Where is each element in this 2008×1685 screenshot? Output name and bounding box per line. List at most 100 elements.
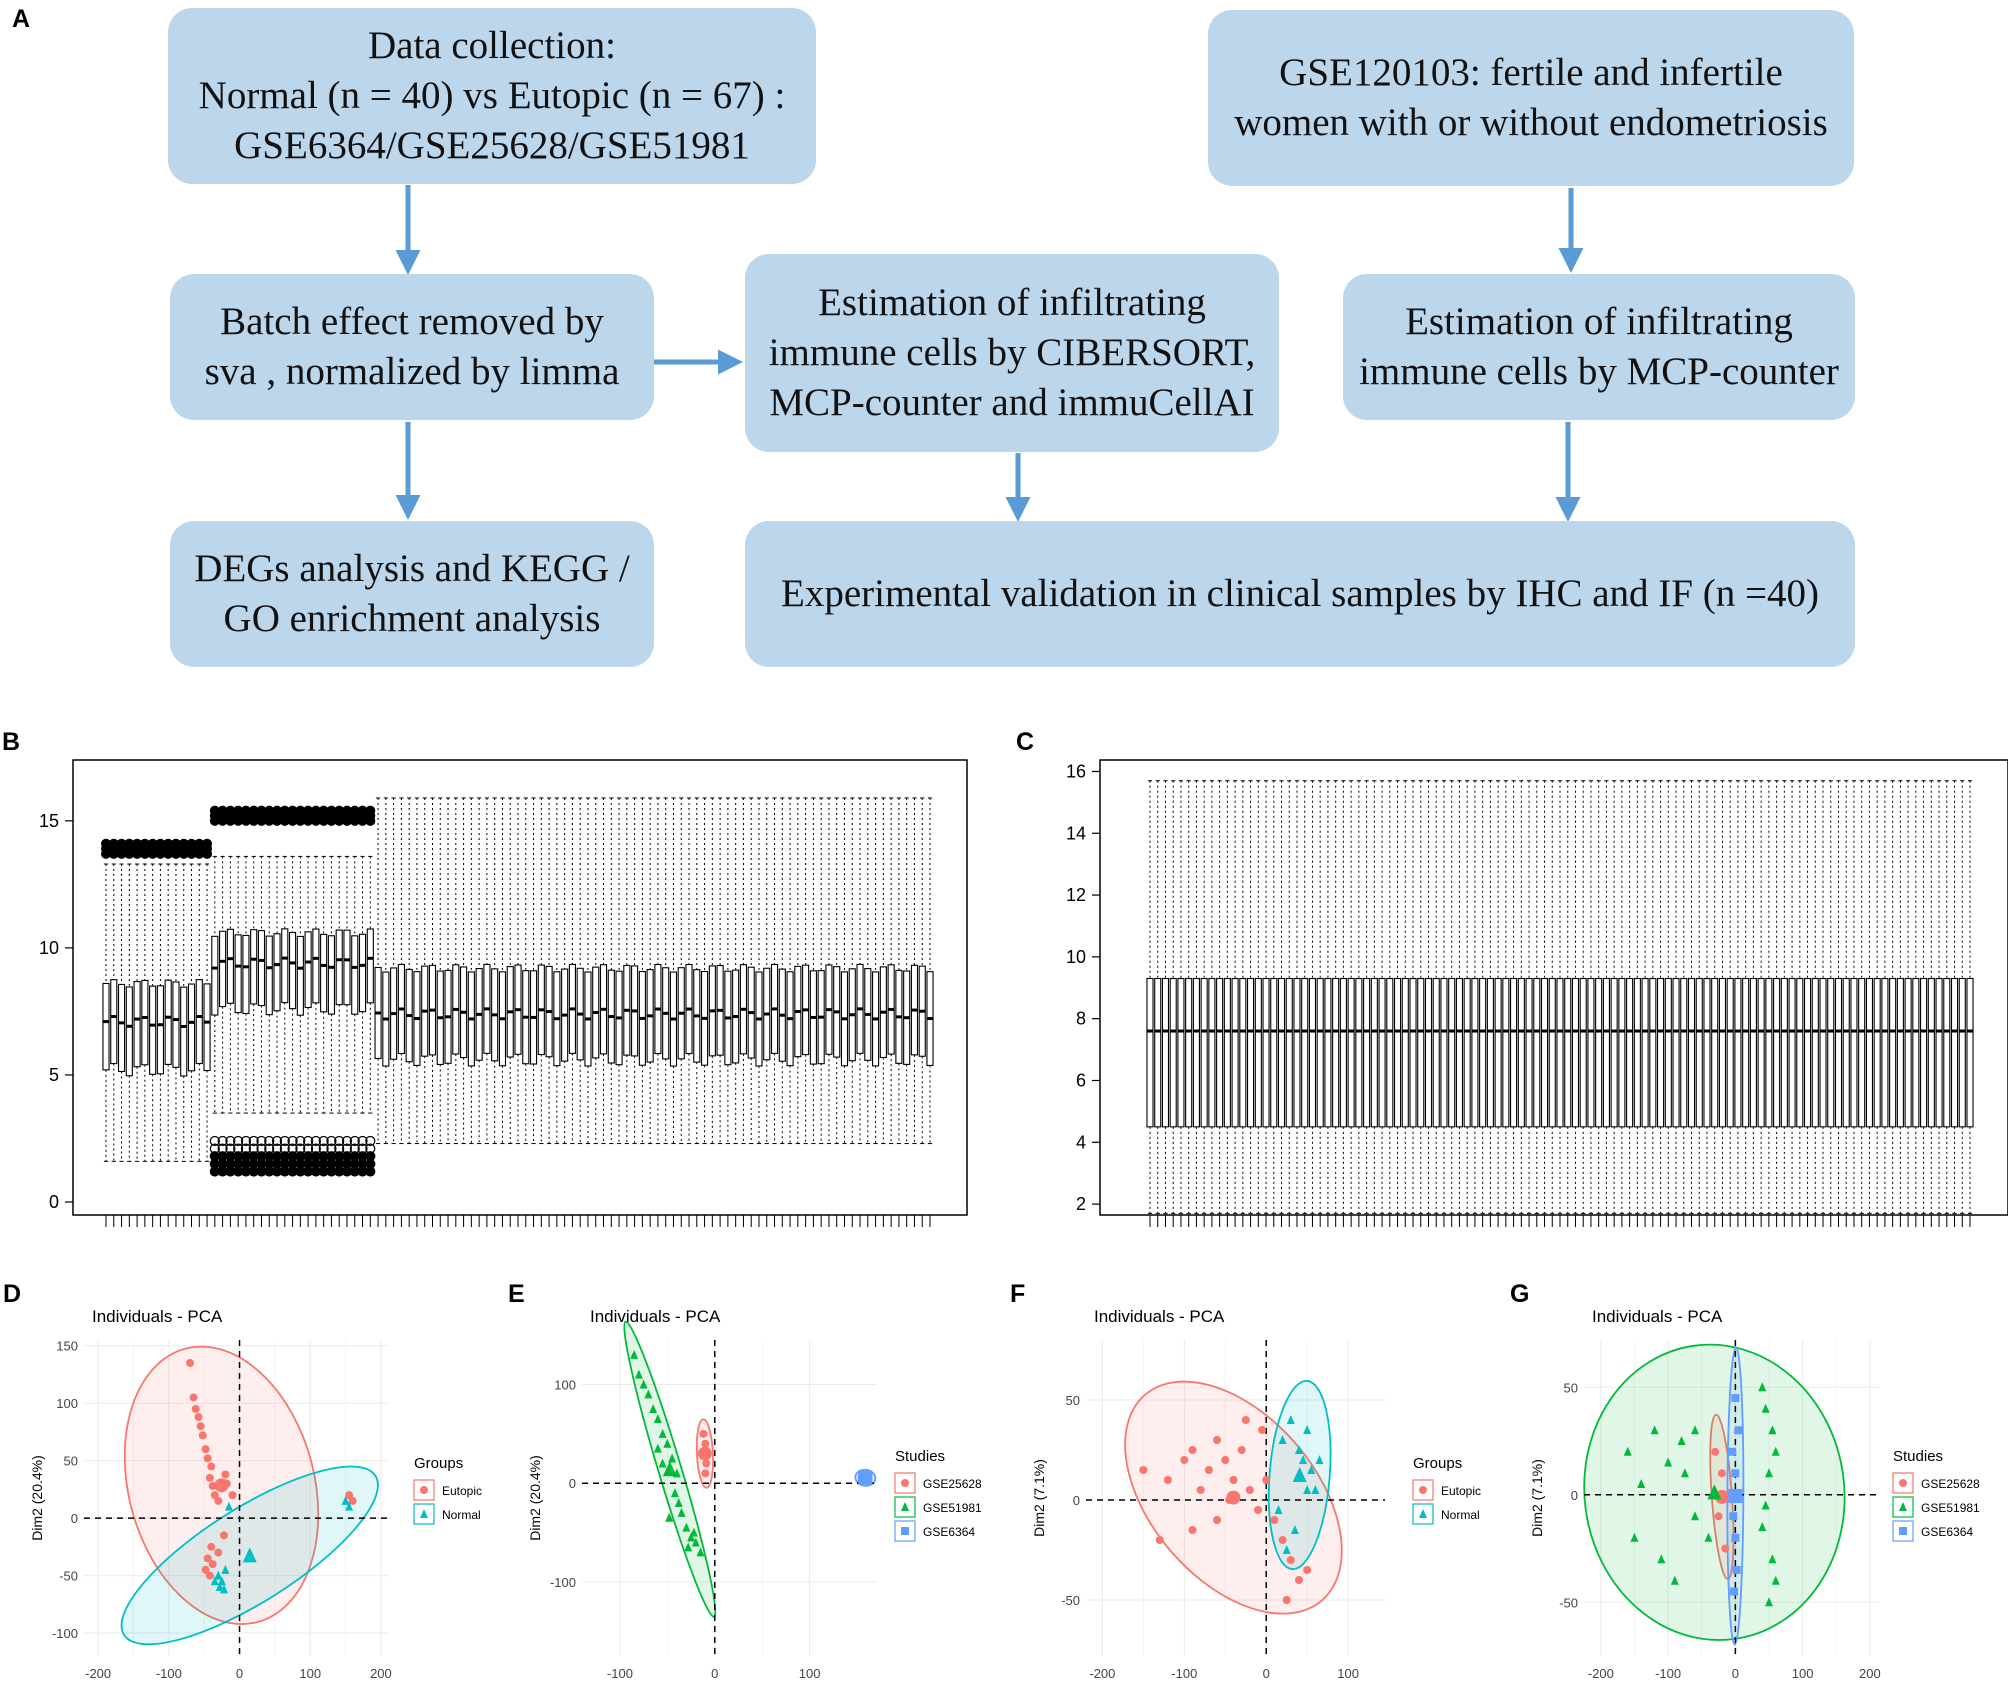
box-batch-effect-text: Batch effect removed by sva , normalized… [204, 300, 620, 393]
box [1417, 977, 1425, 1128]
legend-label: Eutopic [1441, 1484, 1481, 1498]
y-tick-label: 50 [1564, 1380, 1578, 1395]
box [1301, 977, 1309, 1128]
data-point [1731, 1469, 1740, 1478]
legend-marker [1899, 1527, 1907, 1535]
outlier-point [287, 1143, 298, 1154]
box [172, 981, 180, 1068]
y-tick-label: 50 [64, 1454, 78, 1469]
box [1510, 977, 1518, 1128]
data-point [1623, 1446, 1632, 1456]
box [1332, 977, 1340, 1128]
box [1540, 977, 1549, 1128]
y-tick-label: 100 [56, 1396, 78, 1411]
box [156, 985, 164, 1075]
y-tick-label: 150 [56, 1339, 78, 1354]
data-point [1664, 1457, 1673, 1467]
data-point [1717, 1469, 1726, 1478]
box [1649, 977, 1657, 1128]
box [125, 986, 133, 1077]
outlier-point [318, 1143, 329, 1154]
outlier-point [365, 1151, 376, 1162]
data-point [215, 1582, 224, 1592]
box [1641, 977, 1649, 1128]
data-point [207, 1542, 216, 1551]
outlier-point [365, 805, 376, 816]
box-gse120103: GSE120103: fertile and infertile women w… [1208, 10, 1854, 186]
x-tick-label: -100 [607, 1666, 633, 1681]
box [1796, 977, 1804, 1128]
box [1672, 977, 1680, 1128]
box [1401, 977, 1409, 1128]
data-point [1765, 1597, 1773, 1607]
data-point [205, 1571, 214, 1580]
data-point [658, 1458, 667, 1468]
x-tick-label: 100 [1337, 1666, 1359, 1681]
centroid-point [1728, 1488, 1743, 1503]
data-point [1262, 1476, 1271, 1484]
box-estimation-mcp: Estimation of infiltrating immune cells … [1343, 274, 1855, 420]
data-point [1630, 1532, 1639, 1542]
data-point [639, 1379, 648, 1389]
data-point [1213, 1436, 1222, 1444]
box [1424, 977, 1433, 1128]
y-tick-label: 10 [39, 938, 59, 958]
x-tick-label: 0 [1263, 1666, 1270, 1681]
box [1904, 977, 1912, 1128]
box [343, 929, 351, 1006]
box [1765, 977, 1773, 1128]
y-axis-label: Dim2 (20.4%) [29, 1455, 45, 1541]
box [1780, 977, 1788, 1128]
box [1533, 977, 1541, 1128]
box [1564, 977, 1572, 1128]
data-point [1691, 1511, 1699, 1521]
data-point [1637, 1479, 1646, 1489]
data-point [1758, 1382, 1767, 1392]
data-point [1254, 1506, 1263, 1514]
box [219, 930, 227, 1008]
box [1254, 977, 1262, 1128]
outlier-point [209, 1135, 220, 1147]
box [366, 928, 374, 1004]
data-point [663, 1438, 672, 1448]
box [1208, 977, 1216, 1128]
box [1386, 977, 1394, 1128]
outlier-point [279, 1135, 290, 1147]
y-tick-label: 16 [1066, 761, 1086, 781]
panel-label-d: D [3, 1280, 22, 1308]
y-axis-label: Dim2 (7.1%) [1031, 1459, 1047, 1537]
box [1239, 977, 1247, 1128]
outlier-point [365, 1135, 376, 1147]
centroid-point [1707, 1484, 1722, 1500]
data-point [1691, 1425, 1699, 1435]
data-point [219, 1531, 228, 1540]
box [242, 934, 250, 1015]
box [1363, 977, 1371, 1128]
box-degs-analysis: DEGs analysis and KEGG / GO enrichment a… [170, 521, 654, 667]
box [1881, 977, 1889, 1128]
centroid-point [242, 1547, 257, 1563]
data-point [1204, 1466, 1213, 1474]
outlier-point [271, 1143, 283, 1154]
box [180, 986, 188, 1077]
outlier-point [334, 1143, 345, 1154]
box [1664, 977, 1672, 1128]
outlier-point [233, 1143, 244, 1154]
outlier-point [225, 1135, 236, 1147]
data-point [1229, 1476, 1238, 1484]
box [234, 934, 242, 1014]
data-point [1307, 1465, 1316, 1474]
box [1393, 977, 1402, 1128]
y-tick-label: -50 [1559, 1595, 1578, 1610]
outlier-point [271, 1135, 283, 1147]
centroid-point [1292, 1467, 1307, 1482]
legend-marker [1419, 1509, 1427, 1518]
box [335, 929, 343, 1006]
data-point [210, 1576, 219, 1586]
box [265, 935, 273, 1016]
outlier-point [256, 1143, 267, 1154]
y-tick-label: 5 [49, 1065, 59, 1085]
data-point [201, 1445, 210, 1454]
data-point [1768, 1554, 1777, 1564]
box [1316, 977, 1324, 1128]
